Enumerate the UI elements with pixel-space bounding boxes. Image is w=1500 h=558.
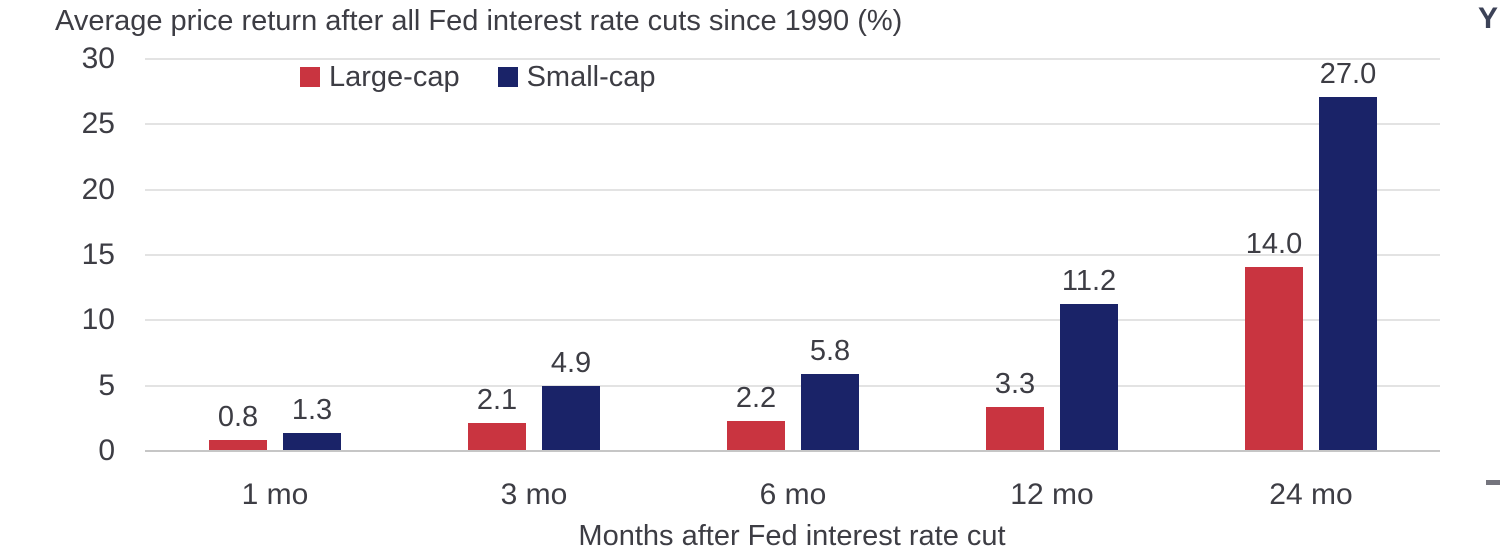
legend-item-large-cap: Large-cap (300, 62, 460, 92)
legend-label: Small-cap (526, 61, 656, 93)
bar-small-cap-24mo (1319, 97, 1377, 450)
bar-value-label: 2.1 (476, 384, 518, 416)
bar-value-label: 2.2 (735, 382, 777, 414)
legend-item-small-cap: Small-cap (497, 61, 656, 93)
legend-label: Large-cap (329, 61, 460, 93)
bar-value-label: 5.8 (809, 335, 851, 367)
x-tick-label-3mo: 3 mo (500, 478, 568, 511)
y-tick-label-5: 5 (98, 369, 115, 402)
gridline-10 (145, 319, 1440, 321)
bar-value-label: 14.0 (1245, 228, 1303, 260)
bar-small-cap-6mo (801, 374, 859, 450)
bar-value-label: 11.2 (1061, 265, 1117, 297)
gridline-30 (145, 58, 1440, 60)
bar-value-label: 0.8 (217, 401, 259, 433)
bar-large-cap-3mo (468, 423, 526, 450)
legend: Large-cap Small-cap (300, 62, 656, 92)
legend-swatch-icon (497, 67, 518, 87)
bar-value-label: 27.0 (1319, 58, 1377, 90)
bar-value-label: 3.3 (994, 368, 1036, 400)
y-tick-label-15: 15 (81, 238, 115, 271)
bar-value-label: 4.9 (550, 347, 592, 379)
bar-value-label: 1.3 (291, 394, 333, 426)
bar-large-cap-1mo (209, 440, 267, 450)
chart-title: Average price return after all Fed inter… (55, 5, 903, 37)
x-axis-line (145, 450, 1440, 452)
clipped-neighbor-title-text: Y (1477, 2, 1498, 35)
gridline-5 (145, 385, 1440, 387)
x-tick-label-24mo: 24 mo (1269, 478, 1353, 511)
gridline-25 (145, 123, 1440, 125)
y-tick-label-30: 30 (81, 42, 115, 75)
bar-large-cap-12mo (986, 407, 1044, 450)
x-axis-title: Months after Fed interest rate cut (578, 520, 1006, 552)
y-tick-label-20: 20 (81, 173, 115, 206)
bar-large-cap-24mo (1245, 267, 1303, 450)
bar-small-cap-12mo (1060, 304, 1118, 450)
x-tick-label-1mo: 1 mo (241, 478, 309, 511)
bar-small-cap-1mo (283, 433, 341, 450)
legend-swatch-icon (300, 67, 320, 87)
y-tick-label-0: 0 (98, 434, 115, 467)
x-tick-label-6mo: 6 mo (759, 478, 827, 511)
y-tick-label-25: 25 (81, 107, 115, 140)
bar-small-cap-3mo (542, 386, 600, 450)
x-tick-label-12mo: 12 mo (1010, 478, 1094, 511)
gridline-20 (145, 189, 1440, 191)
gridline-15 (145, 254, 1440, 256)
bar-large-cap-6mo (727, 421, 785, 450)
y-tick-label-10: 10 (81, 303, 115, 336)
clipped-neighbor-axis-mark (1486, 480, 1500, 485)
